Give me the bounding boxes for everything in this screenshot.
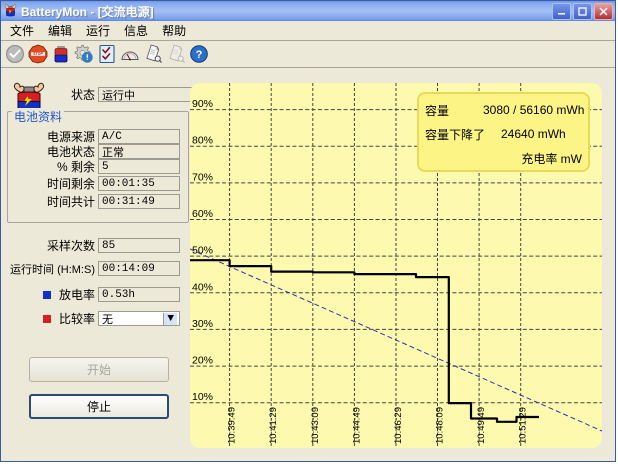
svg-text:10:39:49: 10:39:49 — [227, 407, 238, 444]
svg-text:50%: 50% — [192, 245, 213, 257]
svg-text:80%: 80% — [192, 135, 213, 147]
svg-text:10:46:29: 10:46:29 — [393, 407, 404, 444]
svg-text:10:41:29: 10:41:29 — [268, 407, 279, 444]
svg-text:10:49:49: 10:49:49 — [476, 407, 487, 444]
svg-text:20%: 20% — [192, 355, 213, 367]
svg-text:10:43:09: 10:43:09 — [310, 407, 321, 444]
svg-text:10:51:29: 10:51:29 — [518, 407, 529, 444]
svg-text:STOP: STOP — [33, 52, 43, 56]
svg-text:?: ? — [196, 49, 203, 61]
svg-text:10:48:09: 10:48:09 — [435, 407, 446, 444]
svg-text:60%: 60% — [192, 208, 213, 220]
svg-text:30%: 30% — [192, 318, 213, 330]
svg-text:10:44:49: 10:44:49 — [351, 407, 362, 444]
svg-text:70%: 70% — [192, 171, 213, 183]
svg-text:40%: 40% — [192, 281, 213, 293]
svg-text:10%: 10% — [192, 391, 213, 403]
svg-text:90%: 90% — [192, 98, 213, 110]
